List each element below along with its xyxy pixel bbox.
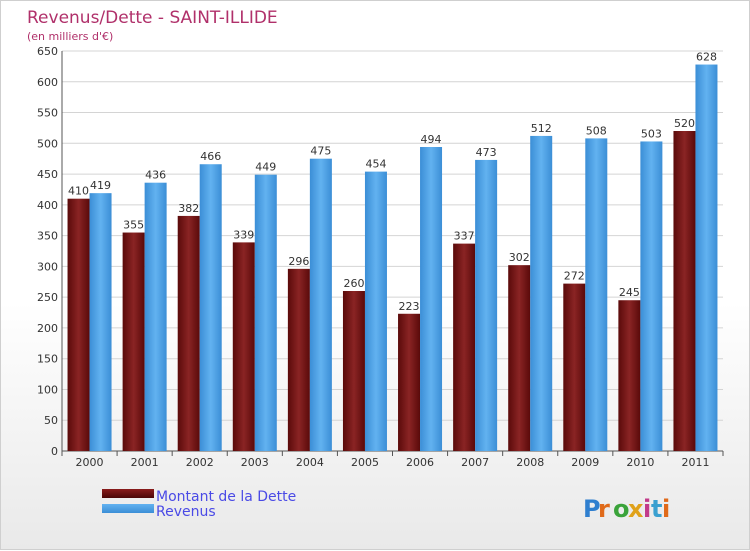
revenus-bar (199, 164, 222, 451)
x-tick-label: 2007 (461, 456, 489, 469)
revenus-value-label: 512 (531, 122, 552, 135)
chart-title: Revenus/Dette - SAINT-ILLIDE (27, 8, 278, 28)
revenus-value-label: 466 (200, 150, 221, 163)
revenus-value-label: 628 (696, 51, 717, 64)
debt-bar (398, 313, 421, 451)
y-tick-label: 400 (37, 199, 58, 212)
legend: Montant de la Dette Revenus (102, 489, 296, 520)
y-tick-label: 50 (44, 414, 58, 427)
debt-value-label: 410 (68, 185, 89, 198)
revenus-value-label: 475 (310, 145, 331, 158)
debt-value-label: 302 (509, 251, 530, 264)
x-tick-label: 2005 (351, 456, 379, 469)
revenus-bar (254, 174, 277, 451)
data-labels: 410 419 355 436 382 466 339 449 296 475 260 454 223 4… (68, 51, 717, 313)
revenus-bar (585, 138, 608, 451)
debt-bar (673, 131, 696, 451)
debt-bar (508, 265, 531, 451)
debt-bar (177, 215, 200, 451)
revenus-bar (640, 141, 663, 451)
legend-label-debt: Montant de la Dette (156, 489, 296, 505)
y-tick-label: 650 (37, 45, 58, 58)
x-tick-label: 2004 (296, 456, 324, 469)
legend-label-revenus: Revenus (156, 504, 216, 520)
debt-value-label: 245 (619, 286, 640, 299)
y-tick-label: 350 (37, 230, 58, 243)
debt-value-label: 520 (674, 117, 695, 130)
axes: 0 50 100 150 200 250 300 350 400 450 500 550 600 650 2… (37, 45, 724, 469)
revenus-bar (475, 159, 498, 451)
revenus-value-label: 454 (365, 158, 386, 171)
revenus-value-label: 473 (476, 146, 497, 159)
y-tick-label: 450 (37, 168, 58, 181)
x-tick-label: 2006 (406, 456, 434, 469)
debt-value-label: 260 (343, 277, 364, 290)
x-tick-label: 2002 (186, 456, 214, 469)
x-tick-label: 2011 (681, 456, 709, 469)
debt-value-label: 382 (178, 202, 199, 215)
y-tick-label: 0 (51, 445, 58, 458)
revenus-bar (695, 64, 718, 452)
y-tick-label: 200 (37, 322, 58, 335)
debt-bar (67, 198, 90, 451)
debt-value-label: 272 (564, 270, 585, 283)
debt-value-label: 355 (123, 219, 144, 232)
debt-value-label: 339 (233, 228, 254, 241)
revenus-bar (530, 135, 553, 451)
revenus-bar (144, 182, 167, 451)
debt-bar (232, 242, 255, 451)
debt-bar (122, 232, 145, 451)
debt-bar (342, 291, 365, 451)
y-tick-label: 100 (37, 383, 58, 396)
y-tick-label: 300 (37, 260, 58, 273)
revenus-bar (309, 158, 332, 451)
revenus-bar (89, 193, 112, 451)
logo-letter: i (662, 495, 670, 523)
bars (67, 64, 718, 452)
revenus-value-label: 436 (145, 169, 166, 182)
revenus-value-label: 503 (641, 127, 662, 140)
y-tick-label: 150 (37, 353, 58, 366)
x-tick-label: 2010 (626, 456, 654, 469)
debt-bar (287, 268, 310, 451)
debt-bar (618, 300, 641, 451)
logo-letter: x (628, 495, 644, 523)
grid (62, 50, 723, 452)
proxiti-logo: Pr ox i t i (583, 495, 670, 523)
revenus-value-label: 419 (90, 179, 111, 192)
x-tick-label: 2001 (131, 456, 159, 469)
debt-bar (563, 283, 586, 451)
revenus-bar (364, 171, 387, 451)
logo-letter: i (643, 495, 651, 523)
debt-bar (453, 243, 476, 451)
x-tick-label: 2003 (241, 456, 269, 469)
debt-value-label: 223 (399, 300, 420, 313)
debt-value-label: 296 (288, 255, 309, 268)
y-tick-label: 250 (37, 291, 58, 304)
revenus-value-label: 449 (255, 161, 276, 174)
logo-letter: r (598, 495, 610, 523)
legend-swatch-revenus (102, 504, 154, 513)
revenus-value-label: 494 (421, 133, 442, 146)
logo-letter: t (651, 495, 662, 523)
y-tick-label: 600 (37, 76, 58, 89)
y-tick-label: 550 (37, 107, 58, 120)
logo-letter: P (583, 495, 601, 523)
x-tick-label: 2008 (516, 456, 544, 469)
revenus-value-label: 508 (586, 124, 607, 137)
x-tick-label: 2000 (76, 456, 104, 469)
legend-swatch-debt (102, 489, 154, 498)
x-tick-label: 2009 (571, 456, 599, 469)
chart-subtitle: (en milliers d'€) (27, 30, 113, 43)
logo-letter: o (613, 495, 630, 523)
revenus-bar (420, 147, 443, 451)
debt-value-label: 337 (454, 230, 475, 243)
y-tick-label: 500 (37, 137, 58, 150)
